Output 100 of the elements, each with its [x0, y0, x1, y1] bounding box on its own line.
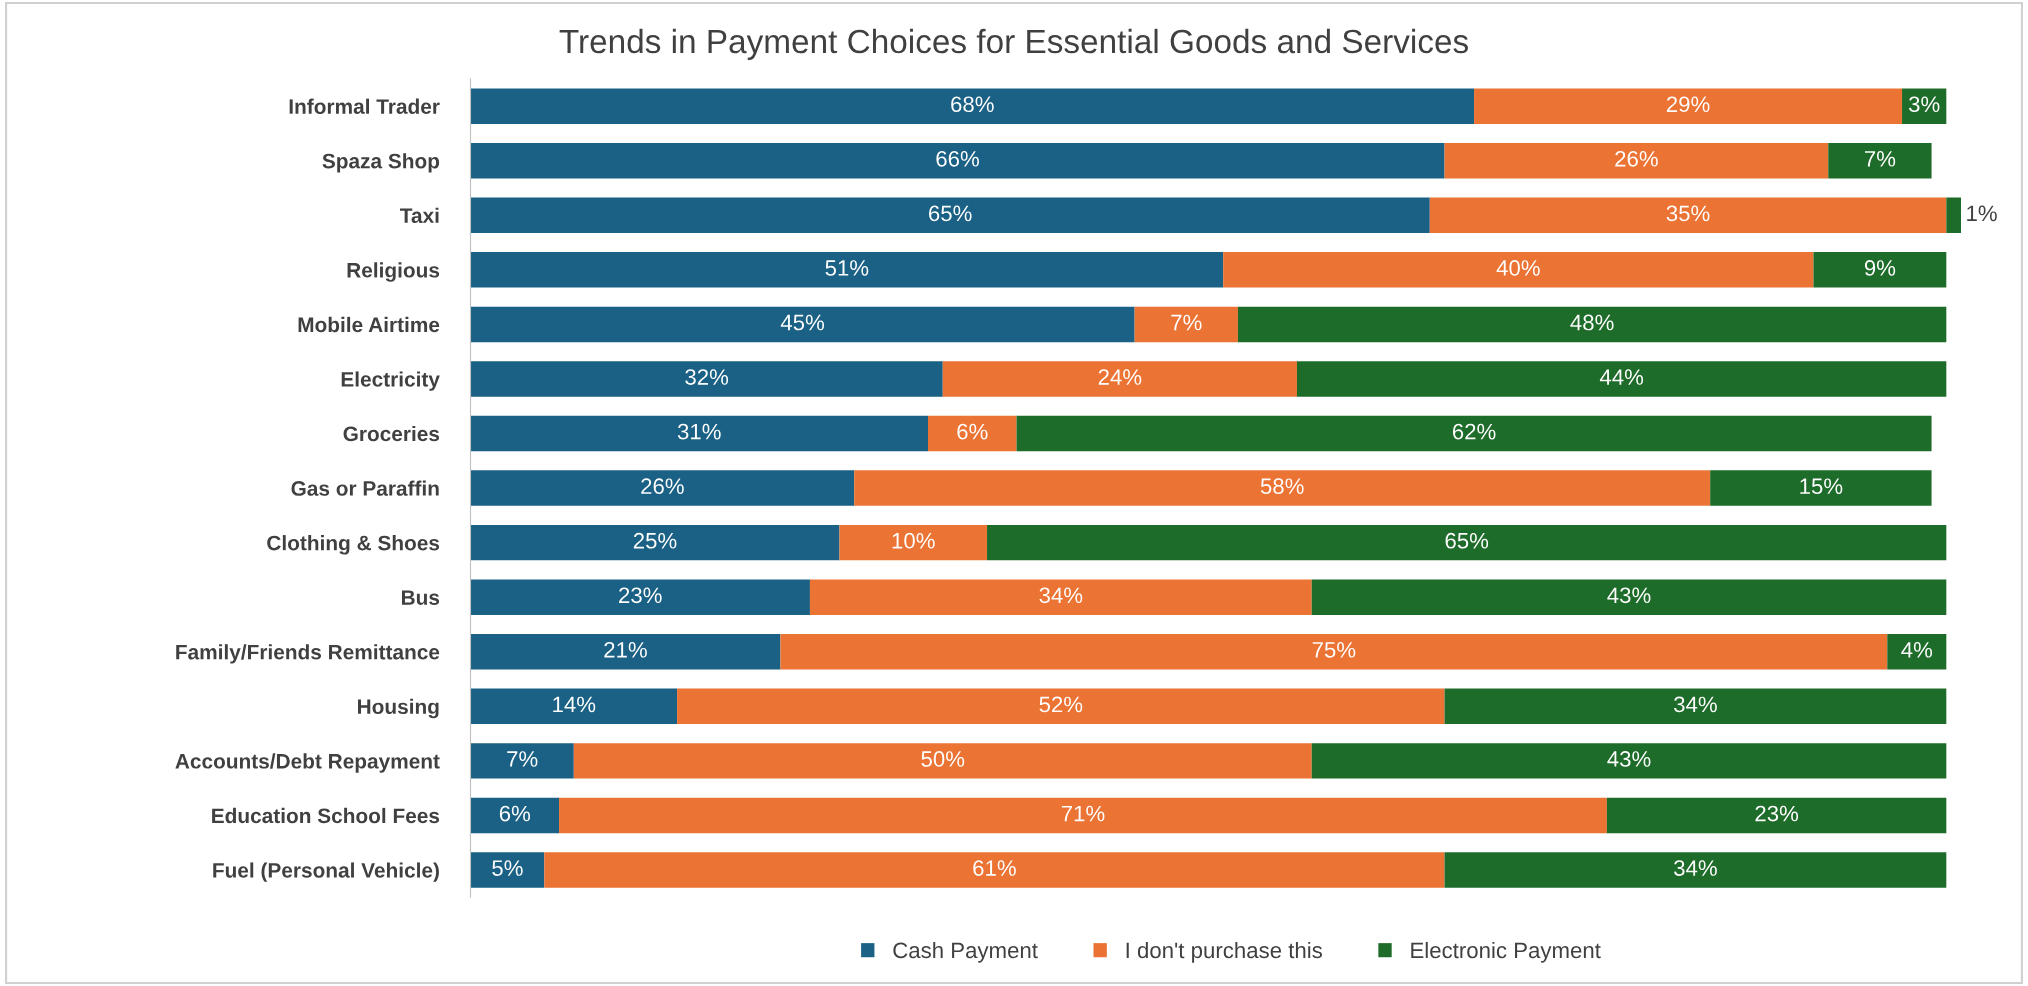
- data-label: 14%: [553, 696, 596, 713]
- bar: [854, 470, 1711, 506]
- bar: [470, 252, 1224, 288]
- bar: [987, 524, 1947, 561]
- bar: [839, 524, 988, 561]
- y-tick-label: Electricity: [341, 371, 440, 391]
- data-label: 51%: [825, 260, 869, 276]
- bar: [1828, 142, 1932, 179]
- bar: [470, 142, 1445, 179]
- bar: [470, 415, 928, 452]
- bar: [1223, 252, 1814, 288]
- data-label: 35%: [1666, 205, 1710, 222]
- bar: [677, 688, 1445, 725]
- bar: [470, 634, 781, 670]
- bar: [1444, 142, 1829, 179]
- y-tick-label: Mobile Airtime: [298, 316, 440, 333]
- data-label: 7%: [1864, 151, 1896, 167]
- data-label: 34%: [1674, 860, 1717, 876]
- bar: [470, 88, 1475, 124]
- y-tick-label: Housing: [358, 698, 439, 719]
- data-label: 62%: [1452, 423, 1496, 440]
- bar: [470, 852, 545, 888]
- data-label: 26%: [1615, 150, 1658, 167]
- data-label: 75%: [1312, 642, 1356, 658]
- data-label: 25%: [633, 532, 677, 549]
- bar: [470, 197, 1430, 234]
- y-tick-label: Fuel (Personal Vehicle): [213, 862, 439, 882]
- y-tick-label: Religious: [347, 262, 440, 282]
- bar: [1134, 306, 1238, 343]
- chart-title: Trends in Payment Choices for Essential Goods and Services: [559, 28, 1468, 60]
- bar: [780, 634, 1888, 670]
- bar: [1902, 88, 1947, 124]
- data-label: 29%: [1666, 96, 1710, 113]
- bar: [470, 797, 560, 834]
- bar: [809, 579, 1312, 615]
- data-label: 34%: [1039, 587, 1083, 604]
- y-tick-label: Education School Fees: [212, 807, 440, 824]
- bar: [1474, 88, 1903, 124]
- data-label: 6%: [499, 805, 531, 822]
- bar: [1429, 197, 1947, 234]
- y-tick-label: Spaza Shop: [322, 153, 440, 173]
- bar: [1311, 579, 1947, 615]
- bar: [470, 524, 840, 561]
- bar: [470, 579, 810, 615]
- data-label: 1%: [1967, 205, 1997, 222]
- data-label: 43%: [1607, 587, 1651, 604]
- data-label: 44%: [1599, 369, 1644, 385]
- y-tick-label: Bus: [401, 590, 440, 605]
- data-label: 65%: [1445, 532, 1489, 549]
- y-tick-label: Taxi: [400, 207, 439, 224]
- bar: [559, 797, 1607, 834]
- data-label: 21%: [604, 641, 647, 658]
- legend-label: I don't purchase this: [1126, 941, 1323, 963]
- bar: [1444, 852, 1947, 888]
- data-label: 9%: [1864, 260, 1896, 276]
- bar: [470, 743, 574, 779]
- data-label: 23%: [1755, 805, 1799, 822]
- data-label: 4%: [1901, 642, 1933, 658]
- data-label: 10%: [892, 532, 935, 549]
- data-label: 71%: [1061, 805, 1105, 822]
- bar: [1296, 361, 1947, 397]
- data-label: 65%: [929, 205, 972, 222]
- bar: [1887, 634, 1947, 670]
- bar: [928, 415, 1017, 452]
- bar: [1710, 470, 1932, 506]
- bar: [470, 688, 678, 725]
- data-label: 23%: [619, 587, 662, 604]
- bar: [1813, 252, 1947, 288]
- bar: [470, 470, 855, 506]
- data-label: 61%: [973, 860, 1016, 876]
- data-label: 6%: [957, 423, 988, 440]
- data-label: 7%: [1171, 314, 1202, 331]
- data-label: 40%: [1496, 260, 1540, 276]
- bar: [1016, 415, 1932, 452]
- bar: [1606, 797, 1947, 834]
- data-label: 58%: [1260, 478, 1304, 495]
- bar: [1311, 743, 1947, 779]
- data-label: 34%: [1674, 696, 1717, 713]
- data-label: 5%: [492, 860, 523, 876]
- y-tick-label: Informal Trader: [289, 98, 440, 114]
- data-label: 31%: [677, 423, 721, 440]
- data-label: 45%: [780, 314, 824, 331]
- bar: [942, 361, 1297, 397]
- y-tick-label: Gas or Paraffin: [291, 480, 439, 496]
- y-tick-label: Clothing & Shoes: [267, 535, 440, 555]
- legend-label: Cash Payment: [893, 941, 1038, 963]
- data-label: 32%: [685, 369, 729, 385]
- y-tick-label: Groceries: [343, 425, 440, 442]
- bar: [1237, 306, 1947, 343]
- bar: [544, 852, 1445, 888]
- bar: [573, 743, 1312, 779]
- data-label: 43%: [1607, 751, 1651, 767]
- data-label: 15%: [1800, 478, 1843, 495]
- data-label: 50%: [921, 751, 965, 767]
- data-label: 66%: [936, 150, 979, 167]
- bar: [1444, 688, 1947, 725]
- data-label: 7%: [507, 751, 538, 767]
- bar: [1946, 197, 1962, 234]
- data-label: 3%: [1908, 96, 1940, 113]
- y-tick-label: Family/Friends Remittance: [176, 644, 440, 664]
